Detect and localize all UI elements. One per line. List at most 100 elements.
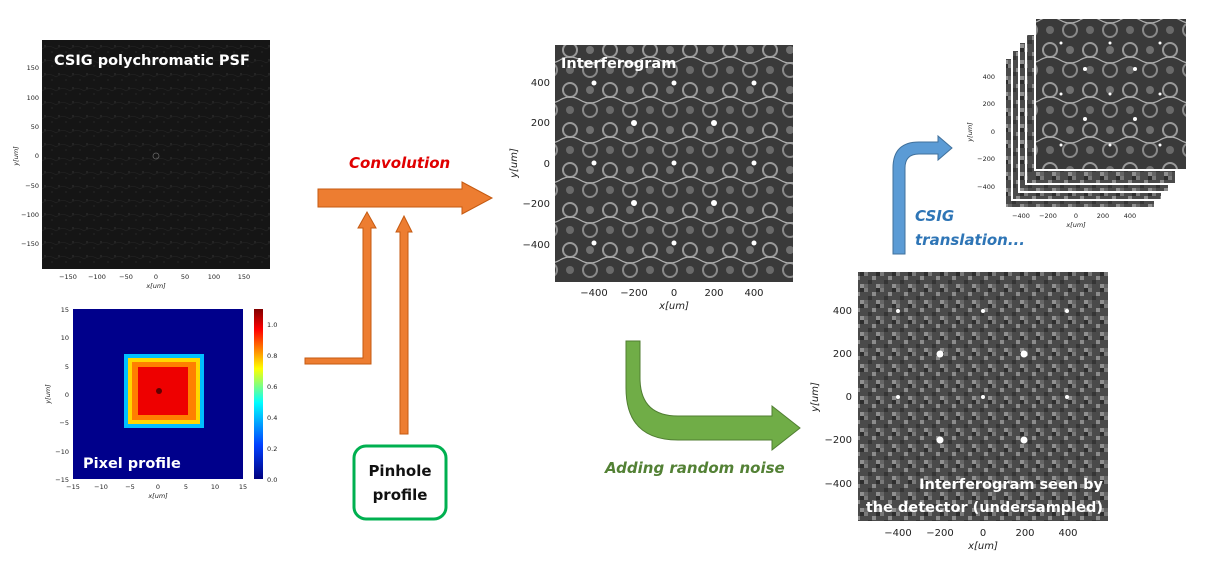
cbar-tick: 0.6 [267, 383, 277, 391]
det-ytick: −400 [825, 479, 852, 490]
stack-xtick: 0 [1074, 212, 1078, 220]
psf-ytick: 150 [27, 64, 39, 72]
convolution-label: Convolution [349, 154, 450, 172]
psf-panel: CSIG polychromatic PSF −150 −100 −50 0 5… [12, 40, 270, 290]
psf-ytick: 0 [35, 152, 39, 160]
cbar-tick: 0.4 [267, 414, 277, 422]
pixel-xlabel: x[um] [147, 492, 168, 500]
psf-ytick: 50 [31, 123, 39, 131]
interferogram-yticks: 400 200 0 −200 −400 [523, 78, 550, 251]
stack-xtick: 200 [1097, 212, 1109, 220]
int-xtick: 200 [704, 288, 723, 299]
int-xtick: −400 [580, 288, 607, 299]
translation-arrow [892, 134, 953, 255]
psf-xtick: −150 [59, 273, 77, 281]
stack-ytick: 400 [983, 73, 995, 81]
pixel-yticks: 15 10 5 0 −5 −10 −15 [55, 306, 69, 484]
psf-yticks: 150 100 50 0 −50 −100 −150 [21, 64, 39, 248]
stack-yticks: 400 200 0 −200 −400 [977, 73, 995, 191]
det-xtick: −200 [926, 528, 953, 539]
cbar-tick: 1.0 [267, 321, 277, 329]
det-xtick: −400 [884, 528, 911, 539]
psf-xtick: 150 [238, 273, 250, 281]
pixel-xtick: −5 [125, 483, 135, 491]
cbar-tick: 0.0 [267, 476, 277, 484]
int-xtick: 0 [671, 288, 677, 299]
stack-ytick: −400 [977, 183, 995, 191]
pixel-xtick: 10 [211, 483, 219, 491]
psf-ytick: −150 [21, 240, 39, 248]
stack-xtick: −400 [1012, 212, 1030, 220]
pixel-xticks: −15 −10 −5 0 5 10 15 [66, 483, 247, 491]
noise-arrow-group: Adding random noise [604, 340, 801, 477]
interferogram-xticks: −400 −200 0 200 400 [580, 288, 763, 299]
stack-ytick: 0 [991, 128, 995, 136]
stack-peaks [1059, 41, 1162, 147]
pixel-core [138, 367, 188, 415]
interferogram-peaks [591, 80, 757, 246]
det-ytick: 200 [833, 349, 852, 360]
pixel-xtick: −15 [66, 483, 80, 491]
translation-label-line2: translation... [915, 231, 1025, 249]
detector-xlabel: x[um] [967, 541, 998, 552]
stacked-frames: −400 −200 0 200 400 400 200 0 −200 −400 … [966, 17, 1188, 229]
stack-xlabel: x[um] [1065, 221, 1086, 229]
stack-ytick: 200 [983, 100, 995, 108]
pixel-xtick: −10 [94, 483, 108, 491]
detector-yticks: 400 200 0 −200 −400 [825, 306, 852, 490]
psf-ytick: −50 [25, 182, 39, 190]
detector-panel: Interferogram seen by the detector (unde… [810, 272, 1108, 552]
detector-ylabel: y[um] [810, 382, 821, 413]
translation-arrow-group: CSIG translation... [892, 134, 1025, 255]
psf-xlabel: x[um] [145, 282, 166, 290]
pixel-title: Pixel profile [83, 456, 181, 472]
noise-arrow [625, 340, 801, 452]
pinhole-label-line2: profile [373, 486, 428, 504]
psf-ytick: −100 [21, 211, 39, 219]
pinhole-arrow [395, 214, 413, 435]
detector-xticks: −400 −200 0 200 400 [884, 528, 1077, 539]
pixel-xtick: 0 [156, 483, 160, 491]
stack-ylabel: y[um] [966, 122, 974, 143]
psf-xtick: 0 [154, 273, 158, 281]
pixel-xtick: 5 [184, 483, 188, 491]
convolution-arrow [317, 181, 494, 215]
pixel-ytick: 0 [65, 391, 69, 399]
pixel-profile-arrow [304, 210, 377, 365]
int-ytick: −200 [523, 199, 550, 210]
pixel-xtick: 15 [239, 483, 247, 491]
pixel-ytick: −5 [59, 419, 69, 427]
pixel-ytick: −15 [55, 476, 69, 484]
pixel-ylabel: y[um] [44, 384, 52, 405]
int-xtick: −200 [620, 288, 647, 299]
det-ytick: 0 [846, 392, 852, 403]
noise-label: Adding random noise [604, 459, 785, 477]
psf-title: CSIG polychromatic PSF [54, 53, 250, 69]
pixel-ytick: 5 [65, 363, 69, 371]
convolution-arrows: Convolution [304, 154, 494, 435]
pinhole-box: Pinhole profile [352, 444, 448, 521]
pixel-panel: Pixel profile −15 −10 −5 0 5 10 15 15 10… [44, 306, 277, 500]
psf-ylabel: y[um] [12, 146, 20, 167]
stack-xtick: 400 [1124, 212, 1136, 220]
stack-ytick: −200 [977, 155, 995, 163]
int-ytick: 200 [531, 118, 550, 129]
stack-xtick: −200 [1039, 212, 1057, 220]
psf-xtick: 50 [181, 273, 189, 281]
pixel-colorbar [254, 309, 263, 479]
int-ytick: 400 [531, 78, 550, 89]
psf-xtick: 100 [208, 273, 220, 281]
det-xtick: 400 [1058, 528, 1077, 539]
interferogram-xlabel: x[um] [658, 301, 689, 312]
int-ytick: 0 [544, 159, 550, 170]
detector-title-line2: the detector (undersampled) [866, 500, 1103, 516]
det-xtick: 200 [1015, 528, 1034, 539]
pinhole-label-line1: Pinhole [368, 462, 431, 480]
det-xtick: 0 [980, 528, 986, 539]
det-ytick: 400 [833, 306, 852, 317]
psf-center-spot [152, 152, 160, 160]
psf-ytick: 100 [27, 94, 39, 102]
interferogram-title: Interferogram [561, 56, 676, 72]
psf-image [42, 40, 270, 269]
pixel-colorbar-ticks: 1.0 0.8 0.6 0.4 0.2 0.0 [267, 321, 277, 484]
